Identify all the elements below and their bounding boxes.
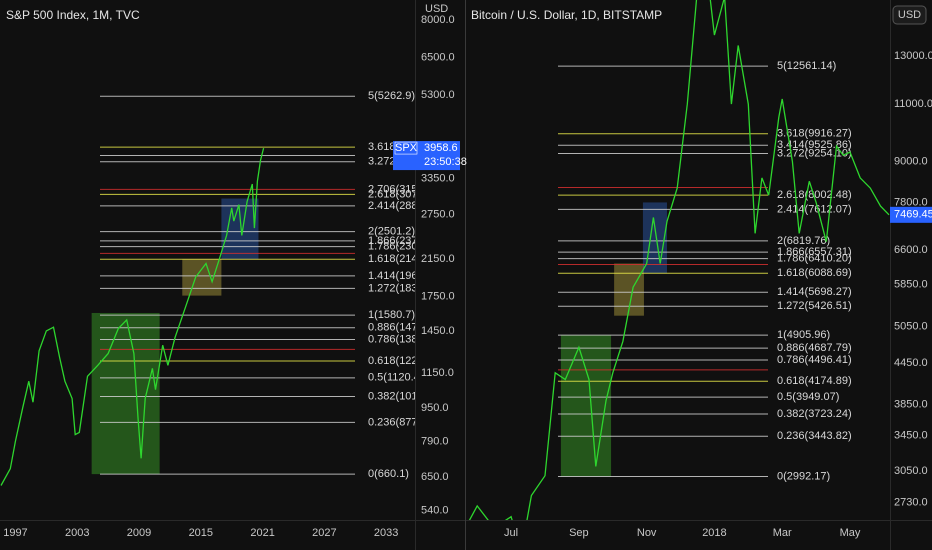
fib-level-label: 1.618(6088.69) bbox=[777, 267, 852, 279]
highlight-zone bbox=[91, 312, 160, 475]
highlight-zone bbox=[182, 259, 222, 296]
countdown-label: 23:50:38 bbox=[424, 156, 467, 168]
price-line bbox=[0, 147, 265, 486]
y-tick-label: 7800.0 bbox=[894, 196, 928, 208]
x-tick-label: May bbox=[840, 527, 861, 539]
currency-button bbox=[892, 5, 927, 25]
y-tick-label: 4450.0 bbox=[894, 357, 928, 369]
x-tick-label: Nov bbox=[637, 527, 657, 539]
fib-level-label: 0.786(4496.41) bbox=[777, 354, 852, 366]
last-price-label: 3958.6 bbox=[424, 142, 458, 154]
y-tick-label: 13000.0 bbox=[894, 50, 932, 62]
fib-level-label: 1.414(5698.27) bbox=[777, 286, 852, 298]
chart-title: S&P 500 Index, 1M, TVC bbox=[6, 8, 140, 22]
fib-level-label: 1.786(6410.20) bbox=[777, 252, 852, 264]
fib-level-label: 2.414(7612.07) bbox=[777, 203, 852, 215]
currency-button-label[interactable]: USD bbox=[898, 9, 921, 21]
x-tick-label: 2015 bbox=[189, 527, 213, 539]
chart-title: Bitcoin / U.S. Dollar, 1D, BITSTAMP bbox=[471, 8, 662, 22]
fib-level-label: 3.272(9254.10) bbox=[777, 147, 852, 159]
fib-level-label: 5(5262.9) bbox=[368, 90, 415, 102]
fib-level-label: 0.886(4687.79) bbox=[777, 342, 852, 354]
highlight-zone bbox=[560, 335, 612, 477]
fib-level-label: 1.272(5426.51) bbox=[777, 300, 852, 312]
currency-label: USD bbox=[425, 3, 448, 15]
price-line bbox=[468, 0, 890, 520]
y-tick-label: 650.0 bbox=[421, 471, 449, 483]
fib-level-label: 2.706(3154 bbox=[368, 183, 424, 195]
chart-pane: 5(12561.14)3.618(9916.27)3.414(9525.86)3… bbox=[468, 0, 932, 539]
fib-level-label: 1.272(1831 bbox=[368, 282, 424, 294]
y-tick-label: 540.0 bbox=[421, 505, 449, 517]
chart-pane: 5(5262.9)3.6183.272(36722.706(31542.618(… bbox=[0, 3, 467, 539]
y-tick-label: 1150.0 bbox=[421, 367, 454, 379]
fib-level-label: 3.414(9525.86) bbox=[777, 139, 852, 151]
last-price-label: 7469.45 bbox=[894, 209, 932, 221]
fib-level-label: 0(660.1) bbox=[368, 468, 409, 480]
fib-level-label: 5(12561.14) bbox=[777, 60, 836, 72]
fib-level-label: 3.618 bbox=[368, 141, 396, 153]
x-tick-label: 2027 bbox=[312, 527, 336, 539]
last-price-badge bbox=[890, 206, 932, 223]
fib-level-label: 0.618(1229 bbox=[368, 355, 424, 367]
fib-level-label: 0.236(877. bbox=[368, 416, 421, 428]
y-tick-label: 2730.0 bbox=[894, 497, 928, 509]
fib-level-label: 0.236(3443.82) bbox=[777, 430, 852, 442]
fib-level-label: 0.5(3949.07) bbox=[777, 391, 839, 403]
y-tick-label: 5050.0 bbox=[894, 321, 928, 333]
fib-level-label: 0.786(1383 bbox=[368, 333, 424, 345]
symbol-tag bbox=[394, 141, 418, 155]
fib-level-label: 1.618(2149 bbox=[368, 253, 424, 265]
plot-area: 5(12561.14) 3.618(9916.27)3.414(9525.86)3… bbox=[468, 0, 890, 520]
fib-level-label: 1.414(1961 bbox=[368, 270, 424, 282]
x-tick-label: 2009 bbox=[127, 527, 151, 539]
fib-level-label: 0.382(3723.24) bbox=[777, 408, 852, 420]
y-tick-label: 2150.0 bbox=[421, 253, 455, 265]
x-tick-label: 2018 bbox=[702, 527, 726, 539]
fib-level-label: 0.618(4174.89) bbox=[777, 375, 852, 387]
fib-level-label: 3.618(9916.27) bbox=[777, 128, 852, 140]
fib-level-label: 0.382(1011 bbox=[368, 390, 423, 402]
y-tick-label: 6500.0 bbox=[421, 52, 455, 64]
plot-area: 5(5262.9)3.6183.272(36722.706(31542.618(… bbox=[0, 90, 424, 486]
x-tick-label: 2033 bbox=[374, 527, 398, 539]
y-tick-label: 3450.0 bbox=[894, 430, 928, 442]
y-tick-label: 11000.0 bbox=[894, 98, 932, 110]
fib-level-label: 1.866(2377 bbox=[368, 235, 424, 247]
x-tick-label: Sep bbox=[569, 527, 589, 539]
fib-level-label: 0.886(1475 bbox=[368, 322, 424, 334]
fib-level-label: 0.5(1120.4 bbox=[368, 372, 420, 384]
fib-level-label: 1(1580.7) bbox=[368, 309, 415, 321]
fib-level-label: 2.618(3070 bbox=[368, 188, 424, 200]
x-tick-label: Jul bbox=[504, 527, 518, 539]
fib-level-label: 1.866(6557.31) bbox=[777, 246, 852, 258]
y-tick-label: 6600.0 bbox=[894, 244, 928, 256]
y-tick-label: 3850.0 bbox=[894, 398, 928, 410]
y-tick-label: 3350.0 bbox=[421, 172, 455, 184]
fib-level-label: 0(2992.17) bbox=[777, 470, 830, 482]
y-tick-label: 5300.0 bbox=[421, 89, 455, 101]
y-tick-label: 790.0 bbox=[421, 435, 449, 447]
y-tick-label: 9000.0 bbox=[894, 155, 928, 167]
y-tick-label: 2750.0 bbox=[421, 208, 455, 220]
x-tick-label: Mar bbox=[773, 527, 792, 539]
x-tick-label: 2003 bbox=[65, 527, 89, 539]
symbol-label: SPX bbox=[395, 142, 418, 154]
fib-level-label: 2(2501.2) bbox=[368, 226, 415, 238]
fib-level-label: 2.414(2882 bbox=[368, 200, 424, 212]
fib-level-label: 2(6819.76) bbox=[777, 235, 830, 247]
y-tick-label: 1450.0 bbox=[421, 325, 455, 337]
y-tick-label: 3050.0 bbox=[894, 465, 928, 477]
y-tick-label: 5850.0 bbox=[894, 279, 928, 291]
y-tick-label: 1750.0 bbox=[421, 291, 455, 303]
y-tick-label: 950.0 bbox=[421, 402, 449, 414]
x-tick-label: 1997 bbox=[3, 527, 27, 539]
fib-level-label: 1.786(2304 bbox=[368, 240, 424, 252]
y-tick-label: 8000.0 bbox=[421, 14, 455, 26]
fib-level-label: 1(4905.96) bbox=[777, 329, 830, 341]
x-tick-label: 2021 bbox=[250, 527, 274, 539]
